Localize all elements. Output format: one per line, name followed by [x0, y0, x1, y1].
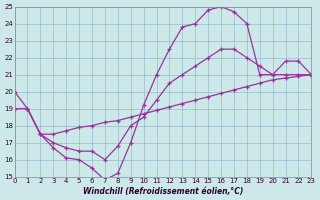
X-axis label: Windchill (Refroidissement éolien,°C): Windchill (Refroidissement éolien,°C) [83, 187, 243, 196]
